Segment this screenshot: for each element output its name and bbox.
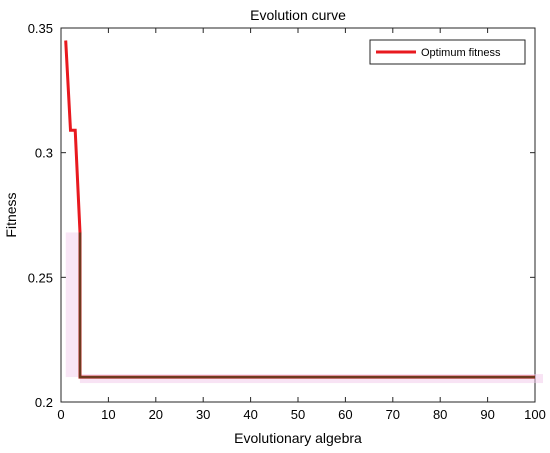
highlight-band — [65, 232, 80, 378]
x-tick-label: 30 — [196, 407, 210, 422]
x-axis-label: Evolutionary algebra — [234, 430, 362, 446]
x-tick-label: 40 — [243, 407, 257, 422]
x-tick-label: 50 — [291, 407, 305, 422]
x-tick-label: 70 — [386, 407, 400, 422]
y-tick-label: 0.25 — [28, 270, 53, 285]
x-axis-ticks: 0 10 20 30 40 50 60 70 80 90 100 — [57, 28, 546, 422]
series-line-overlay — [78, 232, 535, 379]
x-tick-label: 60 — [338, 407, 352, 422]
x-tick-label: 20 — [149, 407, 163, 422]
legend: Optimum fitness — [369, 39, 526, 65]
x-tick-label: 80 — [433, 407, 447, 422]
y-tick-label: 0.2 — [35, 395, 53, 410]
series-group — [64, 40, 544, 384]
y-tick-label: 0.3 — [35, 146, 53, 161]
y-axis-ticks: 0.2 0.25 0.3 0.35 — [28, 21, 535, 410]
x-tick-label: 100 — [524, 407, 546, 422]
y-tick-label: 0.35 — [28, 21, 53, 36]
x-tick-label: 10 — [101, 407, 115, 422]
x-tick-label: 0 — [57, 407, 64, 422]
y-axis-label: Fitness — [3, 192, 19, 237]
plot-area — [60, 27, 536, 403]
chart-title: Evolution curve — [250, 7, 346, 23]
legend-label: Optimum fitness — [421, 47, 501, 59]
x-tick-label: 90 — [480, 407, 494, 422]
